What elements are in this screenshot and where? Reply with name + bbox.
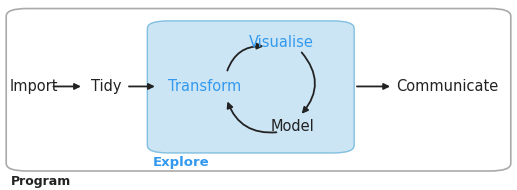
Text: Import: Import [9,79,58,94]
Text: Tidy: Tidy [91,79,121,94]
FancyBboxPatch shape [147,21,354,153]
Text: Transform: Transform [168,79,241,94]
FancyBboxPatch shape [6,9,511,171]
Text: Explore: Explore [153,156,209,169]
Text: Program: Program [11,175,72,188]
Text: Model: Model [270,119,314,134]
Text: Communicate: Communicate [396,79,498,94]
Text: Visualise: Visualise [249,35,314,50]
